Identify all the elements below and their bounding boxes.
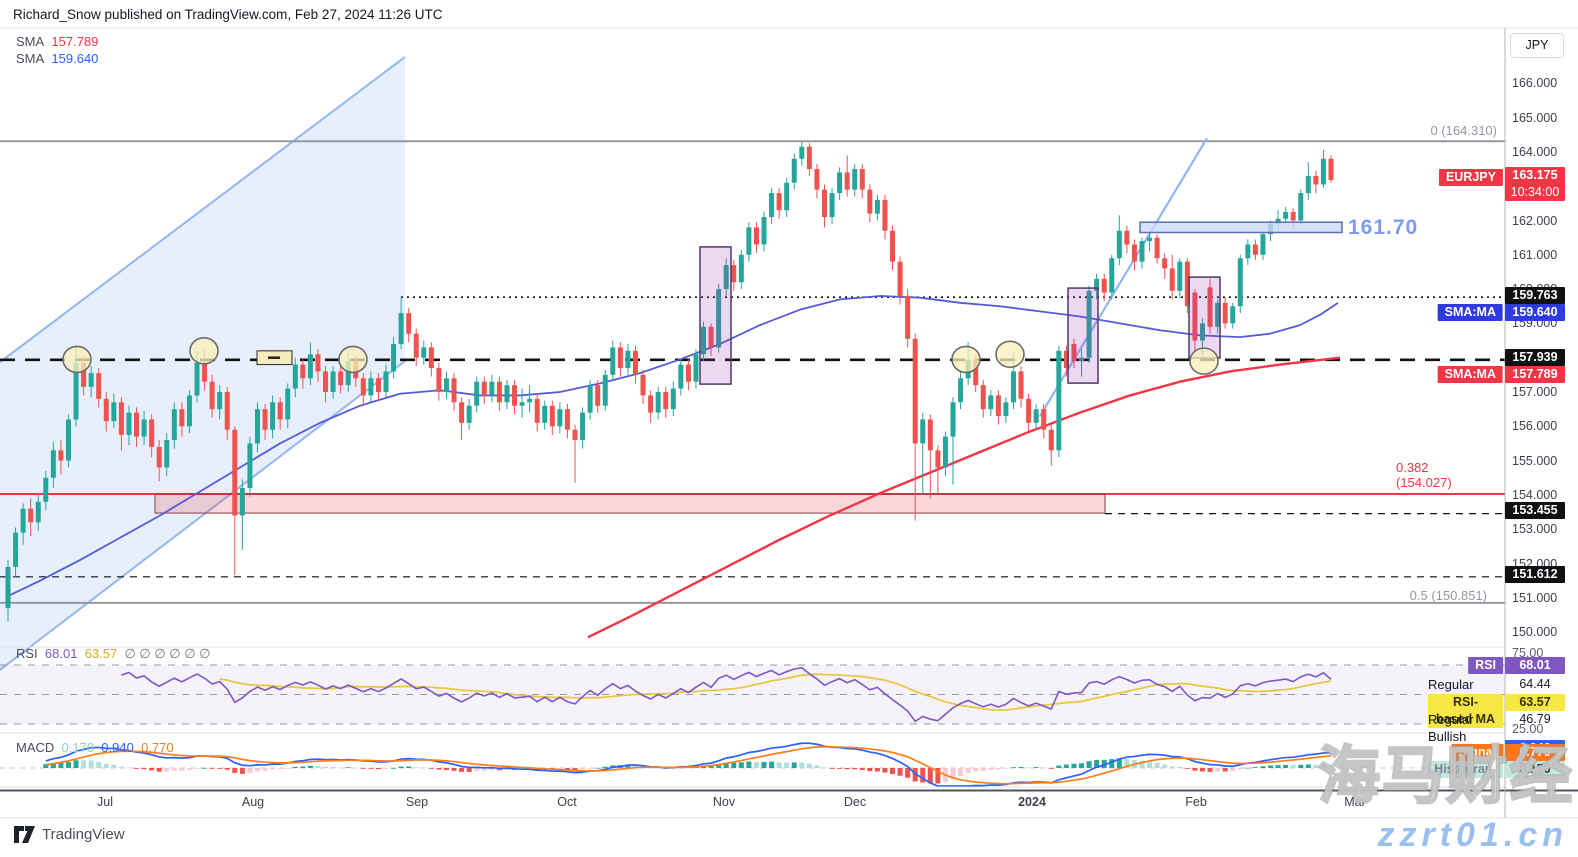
macd-name: MACD [16,740,55,755]
demand-zone [154,493,1106,514]
y-axis-tick: 154.000 [1512,487,1558,502]
watermark-cn: 海马财经 [1317,742,1574,811]
rsi-tick-75: 75.00 [1512,646,1544,660]
rsi-pane [0,664,1505,725]
sma-red-tag: SMA:MA [1437,366,1503,383]
y-axis-tick: 165.000 [1512,110,1558,125]
last-price-label: 163.175 10:34:00 [1505,167,1565,201]
publish-header: Richard_Snow published on TradingView.co… [13,7,443,22]
swing-high-price-label: 159.763 [1505,287,1565,304]
sma-blue-tag: SMA:MA [1437,304,1503,321]
support-price-label: 157.939 [1505,349,1565,366]
resistance-box [1139,221,1343,234]
macd-line-value: 0.940 [101,740,134,755]
rsi-tag: RSI [1468,657,1503,674]
rsi-name: RSI [16,646,38,661]
rsi-value-label: 68.01 [1505,657,1565,674]
rsi-regular-bullish-tag: Regular Bullish [1428,712,1474,744]
macd-signal-value-label: 0.770 [1505,744,1565,761]
sma1-legend[interactable]: SMA 157.789 [16,34,98,49]
zone-low-price-label: 153.455 [1505,502,1565,519]
y-axis-tick: 150.000 [1512,625,1558,640]
yellow-note [256,350,293,366]
rsi-legend[interactable]: RSI 68.01 63.57 ∅ ∅ ∅ ∅ ∅ ∅ [16,646,210,662]
y-axis-tick: 153.000 [1512,522,1558,537]
sma-red-price-label: 157.789 [1505,366,1565,383]
sma2-legend[interactable]: SMA 159.640 [16,51,98,66]
macd-signal-value: 0.770 [141,740,174,755]
sma1-name: SMA [16,34,45,49]
tradingview-logo-text: TradingView [42,826,125,843]
y-axis-tick: 166.000 [1512,76,1558,91]
sma2-value: 159.640 [51,51,99,66]
x-axis-tick-feb: Feb [1185,795,1207,809]
sma1-value: 157.789 [51,34,99,49]
resistance-price-note[interactable]: 161.70 [1348,216,1419,239]
rsi-regular-bullish-value: 46.79 [1519,712,1551,726]
rsi-ma-value-label: 63.57 [1505,694,1565,711]
rsi-regular-bearish-value: 64.44 [1519,677,1551,691]
tradingview-logo[interactable]: TradingView [14,826,125,843]
fib-382-label[interactable]: 0.382 (154.027) [1396,460,1452,490]
rsi-tick-25: 25.00 [1512,722,1544,736]
fib-0-label[interactable]: 0 (164.310) [1430,123,1498,138]
x-axis-tick-aug: Aug [241,795,265,809]
rsi-ma-tag: RSI-based MA [1428,694,1503,728]
macd-histogram-tag: Histogram [1427,761,1503,778]
y-axis-tick: 155.000 [1512,453,1558,468]
y-axis-tick: 157.000 [1512,385,1558,399]
sma-blue-price-label: 159.640 [1505,304,1565,321]
watermark-url: zzrt01.cn [1377,816,1568,854]
y-axis-tick: 164.000 [1512,144,1558,159]
signal-circles [62,337,1219,375]
x-axis-tick-jul: Jul [97,795,113,809]
y-axis-tick: 151.000 [1512,590,1558,605]
sma-200-red [587,356,1341,639]
rsi-empty-values: ∅ ∅ ∅ ∅ ∅ ∅ [124,646,211,661]
purple-boxes [699,246,1221,385]
macd-legend[interactable]: MACD 0.170 0.940 0.770 [16,740,174,755]
currency-axis-button[interactable]: JPY [1510,33,1564,58]
pane-separators [0,27,1578,819]
fib-50-label[interactable]: 0.5 (150.851) [1409,588,1487,603]
aug-low-price-label: 151.612 [1505,566,1565,583]
x-axis-tick-mar: Mar [1344,795,1366,809]
sma2-name: SMA [16,51,45,66]
tradingview-logo-icon [14,826,35,843]
macd-hist-value: 0.170 [61,740,95,755]
macd-pane [0,742,1505,787]
y-axis-tick: 156.000 [1512,419,1558,434]
macd-histogram-value-label: 0.170 [1505,761,1565,778]
rsi-ma-value: 63.57 [84,646,118,661]
x-axis-tick-sep: Sep [405,795,429,809]
y-axis-tick: 162.000 [1512,213,1558,228]
macd-signal-tag: Signal [1451,744,1503,761]
x-axis-tick-nov: Nov [712,795,736,809]
x-axis-tick-dec: Dec [843,795,867,809]
key-levels [0,296,1505,578]
x-axis-tick-2024: 2024 [1018,795,1046,809]
x-axis-tick-oct: Oct [557,795,577,809]
y-axis-tick: 161.000 [1512,247,1558,262]
symbol-tag: EURJPY [1438,169,1503,186]
rsi-value: 68.01 [44,646,78,661]
